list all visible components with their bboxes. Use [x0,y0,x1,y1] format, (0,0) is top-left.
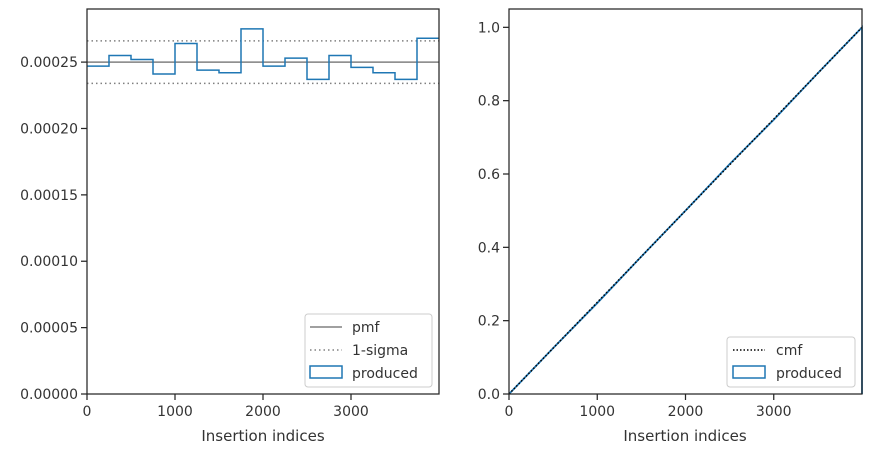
pmf-y-tick-label: 0.00000 [20,387,78,403]
cmf-legend: cmf produced [726,336,856,388]
pmf-y-tick-label: 0.00015 [20,188,78,204]
cmf-x-tick-label: 0 [505,404,514,420]
cmf-axes-frame [508,8,863,395]
cmf-chart-panel: 0 1000 2000 3000 0.0 0.2 0.4 0.6 0.8 1.0 Inserti… [478,8,863,445]
produced-step-histogram [87,28,439,81]
cmf-y-tick-label: 0.6 [478,167,500,183]
cmf-line [508,26,863,395]
cmf-y-tick-label: 1.0 [478,20,500,36]
pmf-x-tick-label: 1000 [157,404,193,420]
pmf-x-axis: 0 1000 2000 3000 [83,394,369,420]
cmf-y-axis: 0.0 0.2 0.4 0.6 0.8 1.0 [478,20,509,403]
pmf-chart-panel: 0 1000 2000 3000 0.000000.000050.000100.000… [20,8,440,445]
cmf-x-axis-title: Insertion indices [623,427,746,445]
pmf-x-tick-label: 0 [83,404,92,420]
cmf-y-tick-label: 0.8 [478,94,500,110]
cmf-y-tick-label: 0.0 [478,387,500,403]
legend-1-sigma-label: 1-sigma [352,343,408,359]
cmf-y-tick-label: 0.4 [478,240,500,256]
legend-produced-label: produced [776,366,842,382]
pmf-legend: pmf 1-sigma produced [304,313,433,388]
pmf-y-tick-label: 0.00005 [20,321,78,337]
cmf-y-tick-label: 0.2 [478,314,500,330]
legend-produced-label: produced [352,366,418,382]
pmf-y-tick-label: 0.00010 [20,254,78,270]
pmf-y-tick-label: 0.00020 [20,121,78,137]
pmf-plot-area [87,28,439,85]
pmf-y-tick-label: 0.00025 [20,55,78,71]
legend-pmf-label: pmf [352,320,381,336]
cmf-x-tick-label: 2000 [668,404,704,420]
legend-produced-swatch [309,365,343,379]
pmf-x-tick-label: 2000 [245,404,281,420]
cmf-x-axis: 0 1000 2000 3000 [505,394,792,420]
cmf-plot-area [508,25,863,395]
pmf-x-tick-label: 3000 [333,404,369,420]
legend-produced-swatch [732,365,766,379]
pmf-y-axis: 0.00000 0.00005 0.00010 0.00015 0.00020 0.000… [20,55,87,403]
legend-cmf-label: cmf [776,343,803,359]
pmf-x-axis-title: Insertion indices [201,427,324,445]
pmf-legend-box [304,313,433,388]
cmf-x-tick-label: 1000 [579,404,615,420]
cmf-x-tick-label: 3000 [756,404,792,420]
